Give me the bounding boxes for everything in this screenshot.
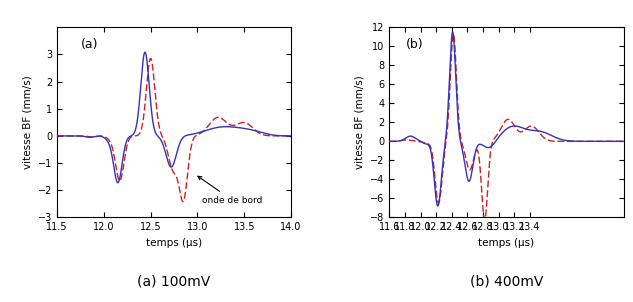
Y-axis label: vitesse BF (mm/s): vitesse BF (mm/s) <box>354 76 365 169</box>
Text: (b) 400mV: (b) 400mV <box>470 275 543 288</box>
X-axis label: temps (μs): temps (μs) <box>146 238 202 248</box>
Text: onde de bord: onde de bord <box>198 176 263 205</box>
Text: (a): (a) <box>80 38 98 51</box>
Y-axis label: vitesse BF (mm/s): vitesse BF (mm/s) <box>22 76 32 169</box>
Text: (a) 100mV: (a) 100mV <box>137 275 211 288</box>
Text: (b): (b) <box>406 38 423 51</box>
X-axis label: temps (μs): temps (μs) <box>479 238 534 248</box>
